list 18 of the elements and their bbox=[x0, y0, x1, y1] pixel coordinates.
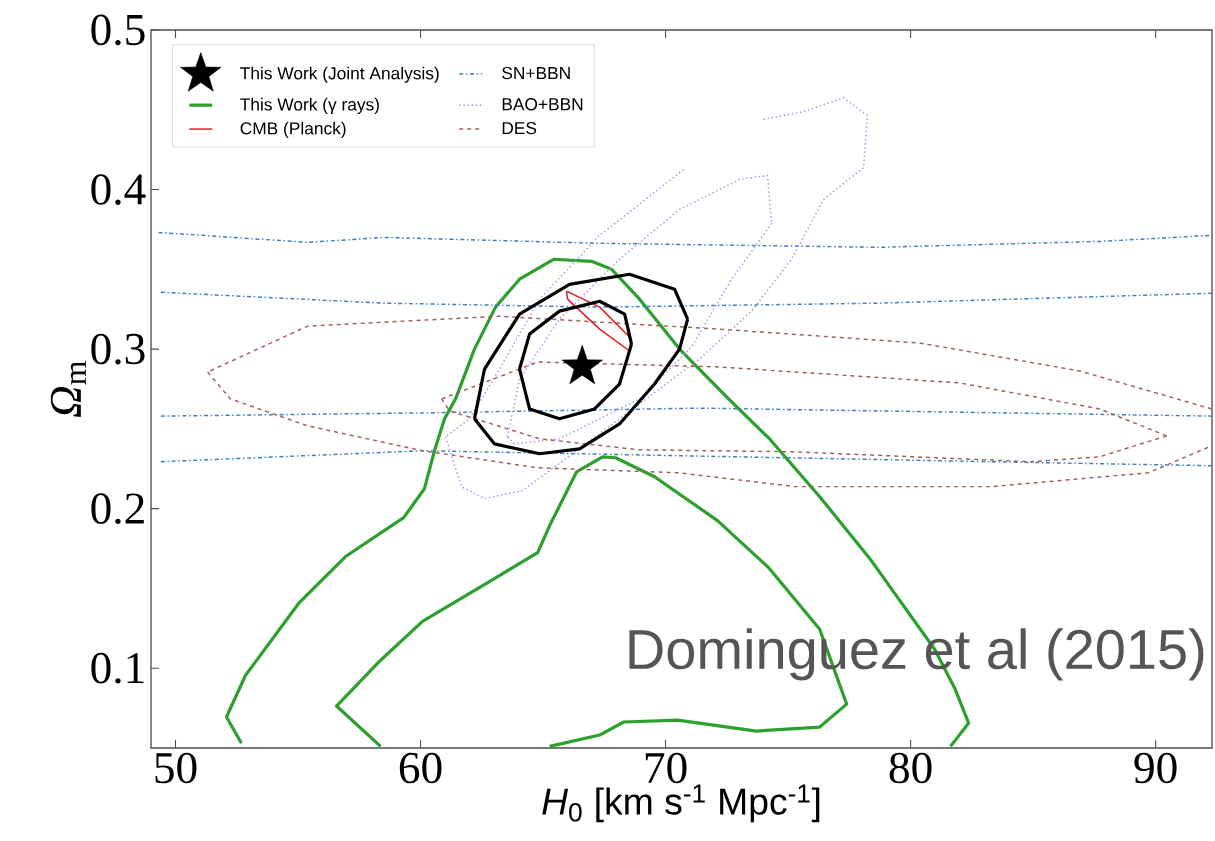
legend-label: BAO+BBN bbox=[502, 98, 583, 111]
x-tick-label: 50 bbox=[155, 752, 197, 784]
y-tick-label: 0.2 bbox=[91, 493, 144, 525]
x-tick-label: 70 bbox=[645, 752, 687, 784]
legend-label: DES bbox=[502, 122, 537, 135]
legend-label: This Work (Joint Analysis) bbox=[240, 66, 439, 83]
y-tick-label: 0.5 bbox=[91, 14, 145, 46]
legend-label: This Work (γ rays) bbox=[240, 97, 379, 115]
x-tick-label: 90 bbox=[1134, 752, 1177, 784]
legend-label: SN+BBN bbox=[502, 66, 570, 80]
x-axis-title: H$_{0}$ [km s$^{-1}$ Mpc$^{-1}$] bbox=[542, 784, 820, 823]
y-tick-label: 0.1 bbox=[91, 652, 144, 684]
y-tick-label: 0.4 bbox=[91, 174, 146, 205]
x-tick-label: 80 bbox=[889, 752, 932, 784]
y-tick-label: 0.3 bbox=[91, 333, 145, 365]
legend-label: CMB (Planck) bbox=[240, 121, 346, 138]
x-tick-label: 60 bbox=[399, 752, 442, 784]
y-axis-title: Ω$_{m}$ bbox=[50, 361, 86, 418]
